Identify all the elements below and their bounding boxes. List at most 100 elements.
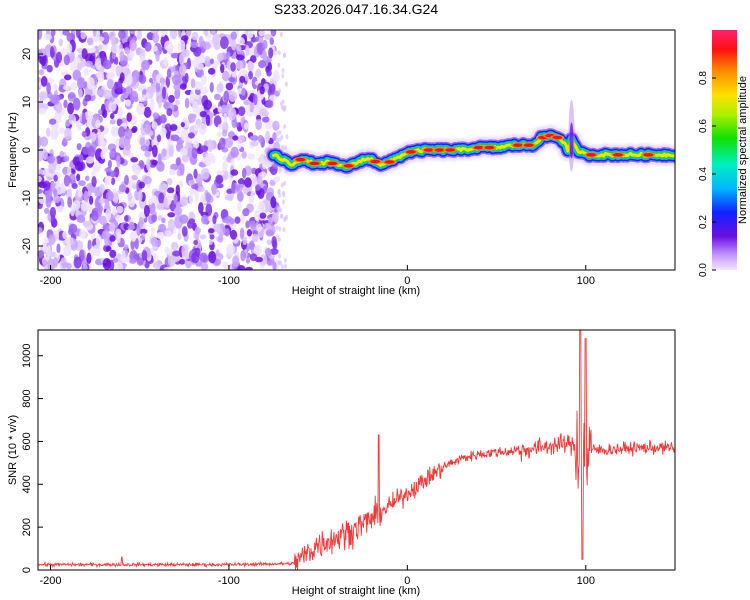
noise-speckle — [38, 69, 45, 76]
noise-speckle — [282, 192, 286, 198]
noise-speckle — [276, 205, 280, 211]
noise-speckle — [132, 184, 137, 190]
noise-speckle — [131, 174, 138, 181]
noise-speckle — [278, 226, 282, 232]
noise-speckle — [166, 68, 172, 79]
noise-speckle — [248, 102, 255, 113]
noise-speckle — [38, 227, 43, 234]
noise-speckle — [203, 30, 209, 37]
noise-speckle — [257, 134, 264, 143]
noise-speckle — [177, 232, 182, 240]
noise-speckle — [271, 213, 279, 223]
noise-speckle — [138, 216, 144, 228]
noise-speckle — [147, 198, 154, 205]
noise-speckle — [175, 201, 181, 215]
noise-speckle — [80, 31, 87, 40]
noise-speckle — [257, 173, 262, 185]
noise-speckle — [78, 153, 84, 163]
noise-speckle — [138, 228, 148, 235]
noise-speckle — [245, 257, 251, 264]
noise-speckle — [164, 246, 170, 255]
noise-speckle — [76, 214, 86, 224]
noise-speckle — [38, 249, 45, 259]
noise-speckle — [189, 179, 195, 185]
noise-speckle — [42, 259, 48, 267]
noise-speckle — [177, 39, 186, 52]
noise-speckle — [208, 239, 213, 245]
noise-speckle — [247, 30, 254, 39]
noise-speckle — [50, 181, 55, 191]
noise-speckle — [277, 50, 281, 56]
noise-speckle — [232, 135, 239, 141]
noise-speckle — [216, 131, 222, 137]
noise-speckle — [281, 68, 285, 74]
noise-speckle — [198, 35, 204, 47]
noise-speckle — [244, 177, 252, 188]
noise-speckle — [124, 174, 129, 186]
noise-speckle — [66, 43, 73, 54]
colorbar-ticks: 0.0 0.2 0.4 0.6 0.8 — [698, 71, 716, 277]
spectrogram-y-tick-label: 20 — [21, 48, 33, 60]
noise-speckle — [150, 226, 156, 235]
noise-speckle — [213, 59, 219, 70]
noise-speckle — [126, 73, 133, 86]
noise-speckle — [184, 97, 190, 109]
noise-speckle — [161, 217, 166, 224]
noise-speckle — [164, 229, 172, 238]
noise-speckle — [196, 62, 204, 70]
noise-speckle — [101, 42, 108, 50]
noise-speckle — [277, 62, 281, 68]
noise-speckle — [170, 52, 180, 59]
noise-speckle — [217, 106, 222, 113]
noise-speckle — [163, 196, 168, 208]
noise-speckle — [76, 77, 86, 89]
noise-speckle — [190, 78, 196, 89]
noise-speckle — [272, 261, 277, 270]
noise-speckle — [146, 158, 151, 171]
noise-speckle — [118, 184, 127, 193]
spectrogram-x-tick-label: 100 — [577, 275, 595, 287]
noise-speckle — [194, 226, 201, 235]
noise-speckle — [221, 129, 228, 137]
noise-speckle — [45, 197, 52, 208]
noise-speckle — [245, 220, 250, 229]
noise-speckle — [208, 228, 215, 234]
noise-speckle — [98, 198, 107, 204]
noise-speckle — [129, 230, 137, 242]
noise-speckle — [174, 99, 181, 106]
snr-x-tick-label: -100 — [218, 575, 240, 587]
noise-speckle — [283, 257, 287, 263]
noise-speckle — [201, 214, 209, 225]
ridge-hotspot — [512, 143, 523, 147]
noise-speckle — [92, 161, 102, 173]
noise-speckle — [118, 30, 126, 40]
noise-speckle — [235, 60, 244, 70]
noise-speckle — [152, 45, 158, 52]
noise-speckle — [193, 239, 199, 246]
noise-speckle — [156, 134, 162, 143]
noise-speckle — [130, 156, 139, 163]
noise-speckle — [81, 130, 88, 138]
noise-speckle — [192, 101, 199, 114]
noise-speckle — [43, 34, 53, 41]
noise-speckle — [168, 144, 174, 158]
noise-speckle — [114, 261, 124, 270]
noise-speckle — [270, 30, 277, 37]
noise-speckle — [166, 187, 175, 194]
noise-speckle — [40, 76, 48, 87]
noise-speckle — [246, 229, 253, 237]
noise-speckle — [219, 36, 229, 50]
noise-speckle — [90, 131, 97, 142]
noise-speckle — [270, 196, 277, 209]
noise-speckle — [138, 159, 145, 169]
noise-speckle — [215, 174, 224, 184]
noise-speckle — [204, 56, 211, 62]
noise-speckle — [109, 222, 116, 233]
noise-speckle — [259, 108, 268, 117]
noise-speckle — [114, 139, 121, 145]
noise-speckle — [50, 30, 56, 37]
noise-speckle — [178, 52, 185, 66]
noise-speckle — [129, 258, 137, 264]
noise-speckle — [223, 112, 228, 123]
noise-speckle — [161, 183, 169, 189]
